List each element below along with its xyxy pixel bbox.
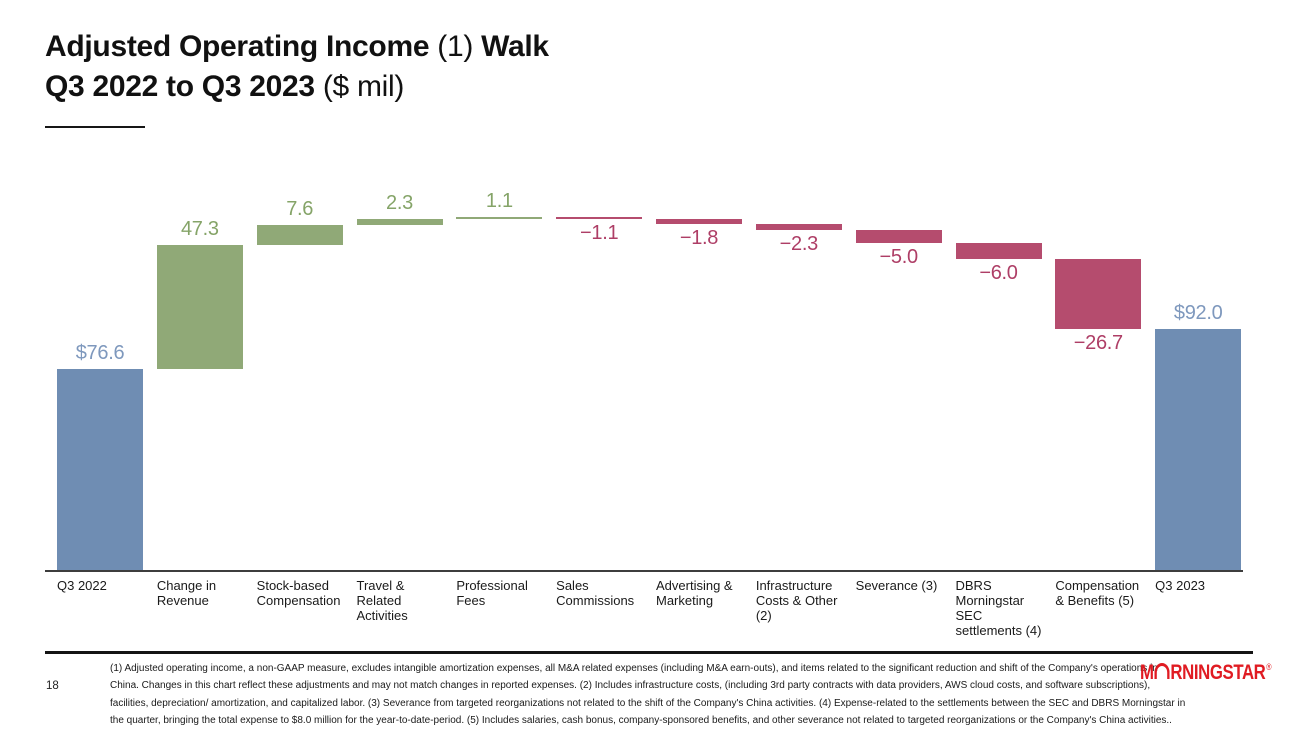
x-axis-line <box>45 570 1243 572</box>
category-label: Change in Revenue <box>156 578 217 608</box>
waterfall-bar-10 <box>955 243 1042 259</box>
waterfall-bar-8 <box>755 224 842 231</box>
waterfall-bar-3 <box>256 225 343 246</box>
bar-value-label: $76.6 <box>75 342 125 365</box>
waterfall-bar-9 <box>855 230 942 244</box>
waterfall-plot: $76.6 Q3 2022 47.3 Change in Revenue 7.6 Stoc… <box>45 150 1243 670</box>
footnote-line: facilities, depreciation/ amortization, … <box>110 697 1186 709</box>
waterfall-bar-2 <box>156 245 243 370</box>
morningstar-arc-icon <box>1154 663 1170 679</box>
category-label: Travel & Related Activities <box>356 578 408 623</box>
waterfall-bar-1 <box>57 369 143 570</box>
category-label: Severance (3) <box>855 578 938 593</box>
title-footnote-ref: (1) <box>437 30 474 63</box>
title-underline <box>45 126 145 128</box>
category-label: Stock-based Compensation <box>256 578 341 608</box>
bar-value-label: −1.1 <box>580 222 619 245</box>
morningstar-logo: M RNINGSTAR® <box>1140 661 1272 685</box>
logo-letter-m: M <box>1140 661 1154 684</box>
footnote-line: the quarter, bringing the total expense … <box>110 715 1172 727</box>
bar-value-label: 47.3 <box>180 218 219 241</box>
category-label: DBRS Morningstar SEC settlements (4) <box>955 578 1042 638</box>
bar-value-label: −5.0 <box>879 246 919 269</box>
category-label: Professional Fees <box>456 578 528 608</box>
waterfall-bar-7 <box>656 219 742 225</box>
category-label: Advertising & Marketing <box>656 578 733 608</box>
footnotes: (1) Adjusted operating income, a non-GAA… <box>110 660 1185 730</box>
page-title: Adjusted Operating Income (1) Walk Q3 20… <box>45 27 549 107</box>
category-label: Compensation & Benefits (5) <box>1055 578 1140 608</box>
title-units: ($ mil) <box>322 70 405 103</box>
category-label: Sales Commissions <box>556 578 635 608</box>
page-number: 18 <box>46 680 59 692</box>
bar-value-label: 7.6 <box>286 198 314 221</box>
waterfall-bar-12 <box>1155 328 1242 570</box>
category-label: Infrastructure Costs & Other (2) <box>755 578 838 623</box>
waterfall-bar-5 <box>456 216 543 220</box>
bar-value-label: −26.7 <box>1073 331 1123 354</box>
category-label: Q3 2023 <box>1155 578 1206 593</box>
registered-trademark-icon: ® <box>1266 662 1272 672</box>
title-line-2: Q3 2022 to Q3 2023 ($ mil) <box>45 67 549 107</box>
category-label: Q3 2022 <box>57 578 107 593</box>
footnote-line: China. Changes in this chart reflect the… <box>110 680 1151 692</box>
bar-value-label: −1.8 <box>679 227 719 250</box>
footnote-line: (1) Adjusted operating income, a non-GAA… <box>110 663 1158 674</box>
bar-value-label: 2.3 <box>386 192 413 215</box>
bar-value-label: −6.0 <box>979 262 1018 284</box>
bar-value-label: 1.1 <box>485 189 513 212</box>
title-period: Q3 2022 to Q3 2023 <box>45 70 315 103</box>
bar-value-label: $92.0 <box>1173 301 1223 324</box>
logo-letters-rest: RNINGSTAR <box>1170 661 1266 684</box>
waterfall-bar-6 <box>556 216 643 220</box>
title-line-1: Adjusted Operating Income (1) Walk <box>45 27 549 67</box>
footer-divider <box>45 651 1253 654</box>
title-walk: Walk <box>481 30 549 63</box>
waterfall-bar-11 <box>1055 259 1142 329</box>
title-main: Adjusted Operating Income <box>45 30 430 63</box>
waterfall-bar-4 <box>356 219 443 226</box>
bar-value-label: −2.3 <box>779 233 819 256</box>
